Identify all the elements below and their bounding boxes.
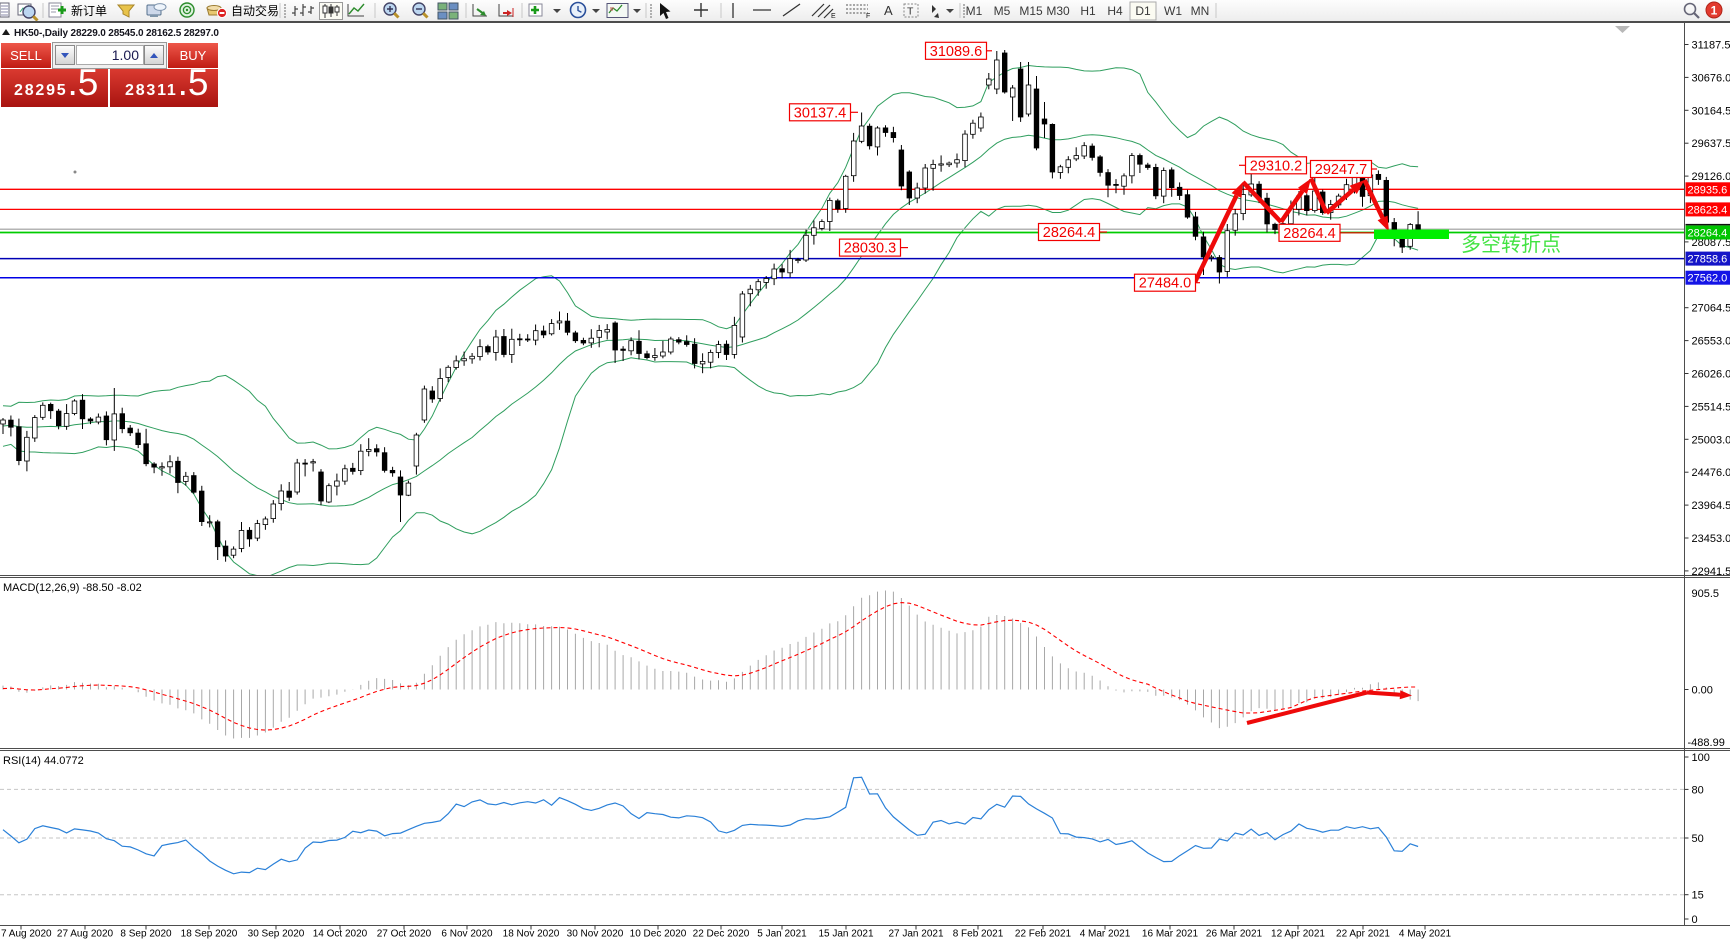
svg-text:15: 15 [1692,890,1704,902]
svg-text:28623.4: 28623.4 [1688,204,1728,216]
svg-text:14 Oct 2020: 14 Oct 2020 [313,929,368,940]
svg-text:28935.6: 28935.6 [1688,184,1728,196]
svg-text:30676.0: 30676.0 [1692,72,1730,84]
svg-text:HK50-,Daily 28229.0 28545.0 2: HK50-,Daily 28229.0 28545.0 28162.5 2829… [14,28,219,39]
svg-text:30 Sep 2020: 30 Sep 2020 [248,929,305,940]
svg-text:28087.5: 28087.5 [1692,237,1730,249]
svg-text:26 Mar 2021: 26 Mar 2021 [1206,929,1263,940]
svg-text:29126.0: 29126.0 [1692,171,1730,183]
svg-text:H1: H1 [1080,4,1096,18]
svg-text:29637.5: 29637.5 [1692,138,1730,150]
svg-text:24476.0: 24476.0 [1692,467,1730,479]
svg-text:A: A [884,3,893,18]
svg-text:4 Mar 2021: 4 Mar 2021 [1080,929,1131,940]
svg-text:E: E [831,13,836,20]
svg-text:28030.3: 28030.3 [844,241,896,257]
svg-text:MN: MN [1191,4,1210,18]
svg-text:6 Nov 2020: 6 Nov 2020 [441,929,493,940]
svg-text:80: 80 [1692,784,1704,796]
svg-text:28264.4: 28264.4 [1043,225,1095,241]
svg-text:26553.0: 26553.0 [1692,336,1730,348]
svg-text:30164.5: 30164.5 [1692,105,1730,117]
svg-text:30137.4: 30137.4 [794,105,846,121]
svg-text:8 Feb 2021: 8 Feb 2021 [953,929,1004,940]
svg-text:MACD(12,26,9) -88.50 -8.02: MACD(12,26,9) -88.50 -8.02 [3,582,142,594]
svg-text:4 May 2021: 4 May 2021 [1399,929,1452,940]
svg-text:22 Apr 2021: 22 Apr 2021 [1336,929,1390,940]
svg-text:M15: M15 [1019,4,1043,18]
svg-text:12 Apr 2021: 12 Apr 2021 [1271,929,1325,940]
svg-text:RSI(14) 44.0772: RSI(14) 44.0772 [3,755,84,767]
svg-text:D1: D1 [1135,4,1151,18]
svg-text:29247.7: 29247.7 [1315,162,1367,178]
svg-text:27 Jan 2021: 27 Jan 2021 [888,929,943,940]
svg-text:31187.5: 31187.5 [1692,40,1730,52]
svg-text:自动交易: 自动交易 [231,3,279,18]
svg-text:23964.5: 23964.5 [1692,500,1730,512]
svg-text:0: 0 [1692,914,1698,926]
svg-text:M1: M1 [966,4,983,18]
svg-text:31089.6: 31089.6 [930,44,982,60]
svg-text:18 Nov 2020: 18 Nov 2020 [503,929,560,940]
svg-text:16 Mar 2021: 16 Mar 2021 [1142,929,1199,940]
svg-text:27562.0: 27562.0 [1688,273,1728,285]
svg-text:100: 100 [1692,752,1710,764]
svg-text:H4: H4 [1107,4,1123,18]
svg-text:27484.0: 27484.0 [1139,276,1191,292]
svg-text:M5: M5 [994,4,1011,18]
svg-text:15 Jan 2021: 15 Jan 2021 [818,929,873,940]
svg-text:0.00: 0.00 [1692,685,1713,697]
svg-text:905.5: 905.5 [1692,588,1720,600]
svg-text:27 Oct 2020: 27 Oct 2020 [377,929,432,940]
svg-text:M30: M30 [1046,4,1070,18]
svg-text:10 Dec 2020: 10 Dec 2020 [630,929,687,940]
svg-text:50: 50 [1692,833,1704,845]
svg-text:新订单: 新订单 [71,3,107,18]
svg-text:29310.2: 29310.2 [1250,158,1302,174]
svg-text:27064.5: 27064.5 [1692,303,1730,315]
svg-text:30 Nov 2020: 30 Nov 2020 [567,929,624,940]
svg-text:W1: W1 [1164,4,1182,18]
svg-text:22941.5: 22941.5 [1692,566,1730,578]
svg-text:18 Sep 2020: 18 Sep 2020 [181,929,238,940]
svg-text:7 Aug 2020: 7 Aug 2020 [1,929,52,940]
svg-text:-488.99: -488.99 [1688,737,1725,749]
svg-text:1: 1 [1711,4,1718,18]
svg-text:26026.0: 26026.0 [1692,369,1730,381]
svg-text:27 Aug 2020: 27 Aug 2020 [57,929,114,940]
svg-text:28264.4: 28264.4 [1688,228,1728,240]
svg-text:T: T [907,6,914,18]
svg-text:F: F [866,13,870,20]
svg-text:23453.0: 23453.0 [1692,533,1730,545]
svg-text:5 Jan 2021: 5 Jan 2021 [757,929,807,940]
svg-text:27858.6: 27858.6 [1688,254,1728,266]
svg-text:22 Feb 2021: 22 Feb 2021 [1015,929,1072,940]
svg-text:25514.5: 25514.5 [1692,401,1730,413]
svg-text:28264.4: 28264.4 [1283,226,1335,242]
svg-text:8 Sep 2020: 8 Sep 2020 [120,929,172,940]
svg-text:22 Dec 2020: 22 Dec 2020 [693,929,750,940]
svg-text:多空转折点: 多空转折点 [1461,233,1561,256]
svg-text:25003.0: 25003.0 [1692,434,1730,446]
